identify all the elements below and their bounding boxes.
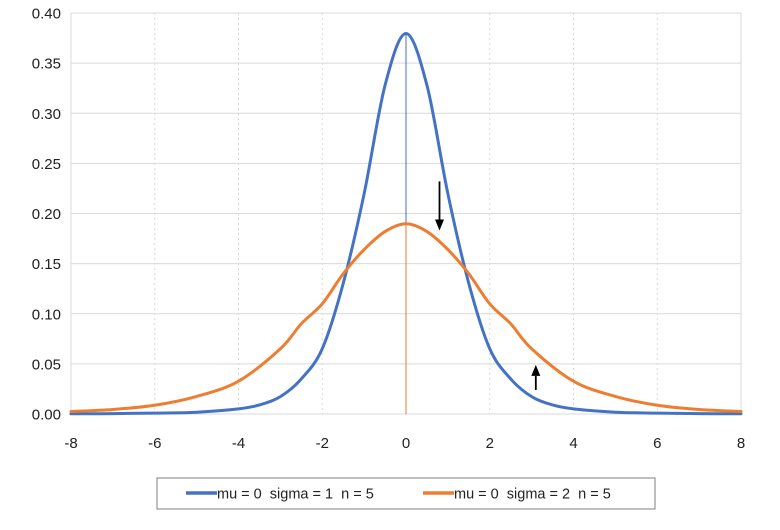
y-tick-label: 0.00 [32, 407, 61, 424]
y-axis-ticks: 0.00 0.05 0.10 0.15 0.20 0.25 0.30 0.35 0.40 [32, 6, 61, 424]
up-arrow-icon [531, 364, 541, 390]
y-tick-label: 0.20 [32, 206, 61, 223]
y-tick-label: 0.10 [32, 306, 61, 323]
x-tick-label: 0 [402, 435, 410, 452]
legend: mu = 0 sigma = 1 n = 5 mu = 0 sigma = 2 … [156, 477, 656, 510]
down-arrow-icon [435, 181, 444, 231]
series [69, 31, 743, 416]
x-tick-label: -8 [64, 435, 77, 452]
x-tick-label: 2 [486, 435, 494, 452]
x-tick-label: -2 [316, 435, 329, 452]
annotations [435, 181, 541, 390]
series-line-1 [69, 31, 743, 416]
x-axis-ticks: -8 -6 -4 -2 0 2 4 6 8 [64, 435, 745, 452]
legend-label-series-2: mu = 0 sigma = 2 n = 5 [454, 487, 611, 503]
legend-label-series-1: mu = 0 sigma = 1 n = 5 [217, 487, 374, 503]
y-tick-label: 0.35 [32, 56, 61, 73]
legend-box [156, 477, 656, 510]
y-tick-label: 0.40 [32, 6, 61, 23]
y-tick-label: 0.25 [32, 156, 61, 173]
y-tick-label: 0.30 [32, 106, 61, 123]
x-tick-label: 6 [653, 435, 661, 452]
series-line-2 [69, 222, 743, 413]
y-tick-label: 0.05 [32, 356, 61, 373]
x-tick-label: 4 [569, 435, 577, 452]
y-tick-label: 0.15 [32, 256, 61, 273]
x-tick-label: -6 [148, 435, 161, 452]
x-tick-label: 8 [737, 435, 745, 452]
x-tick-label: -4 [232, 435, 245, 452]
